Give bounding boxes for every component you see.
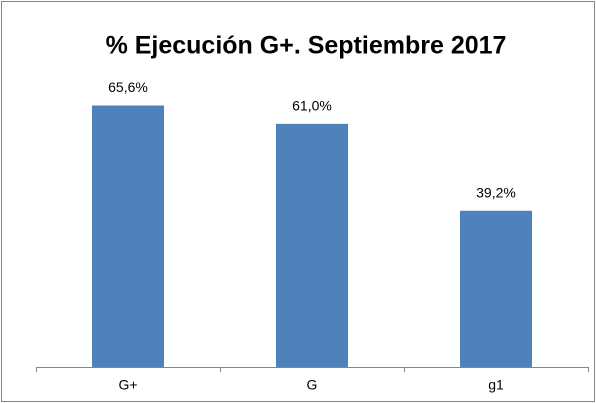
data-label: 39,2%: [476, 184, 516, 200]
chart-title: % Ejecución G+. Septiembre 2017: [106, 32, 507, 60]
x-tick-label: G: [307, 377, 318, 393]
bar: [460, 210, 532, 367]
bar: [276, 123, 348, 367]
x-tick-label: G+: [118, 377, 137, 393]
data-label: 61,0%: [292, 98, 332, 114]
x-tick-label: g1: [488, 377, 504, 393]
bar: [92, 105, 164, 367]
data-label: 65,6%: [108, 79, 148, 95]
